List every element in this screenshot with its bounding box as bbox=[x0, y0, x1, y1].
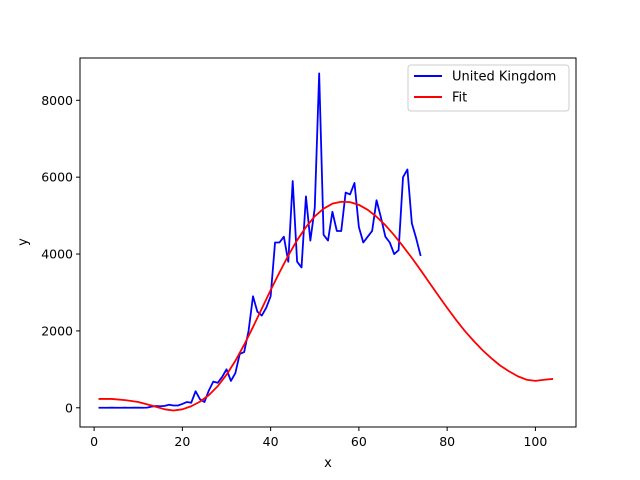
y-tick-label: 4000 bbox=[41, 247, 73, 262]
x-tick-label: 60 bbox=[351, 434, 367, 449]
x-tick-label: 40 bbox=[263, 434, 279, 449]
series-layer bbox=[98, 72, 554, 412]
y-axis-label: y bbox=[16, 238, 31, 246]
x-tick-label: 20 bbox=[174, 434, 190, 449]
y-tick-label: 0 bbox=[65, 400, 73, 415]
x-tick-label: 100 bbox=[523, 434, 547, 449]
x-tick-label: 80 bbox=[439, 434, 455, 449]
y-tick-label: 2000 bbox=[41, 323, 73, 338]
x-axis-label: x bbox=[324, 456, 332, 471]
plot-frame bbox=[79, 57, 577, 428]
x-tick-label: 0 bbox=[90, 434, 98, 449]
series-line-fit bbox=[98, 200, 554, 412]
x-axis: 0 20 40 60 80 100 bbox=[90, 427, 547, 449]
y-tick-label: 6000 bbox=[41, 170, 73, 185]
legend-box bbox=[407, 64, 570, 112]
y-tick-label: 8000 bbox=[41, 93, 73, 108]
legend-label-united-kingdom: United Kingdom bbox=[452, 70, 556, 85]
legend: United Kingdom Fit bbox=[407, 64, 570, 112]
y-axis: 0 2000 4000 6000 8000 bbox=[41, 93, 80, 415]
legend-label-fit: Fit bbox=[452, 91, 467, 106]
